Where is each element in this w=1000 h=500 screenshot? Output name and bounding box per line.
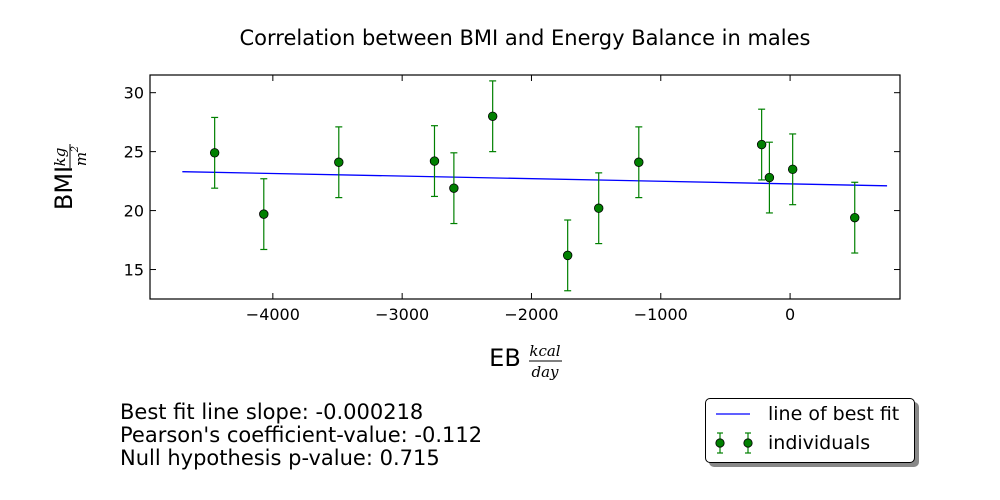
chart-title: Correlation between BMI and Energy Balan… xyxy=(240,26,811,50)
legend-entry-individuals: individuals xyxy=(706,429,914,457)
x-tick-label: −3000 xyxy=(375,305,429,324)
x-tick-label: 0 xyxy=(785,305,795,324)
data-point xyxy=(209,148,220,158)
best-fit-line xyxy=(182,171,888,187)
y-tick-label: 20 xyxy=(124,202,144,221)
legend-label-best-fit: line of best fit xyxy=(768,403,900,425)
x-axis-unit-numerator: kcal xyxy=(529,342,560,360)
y-tick-label: 30 xyxy=(124,84,144,103)
data-point xyxy=(449,183,459,193)
y-axis-unit-power: 2 xyxy=(70,146,81,153)
data-point xyxy=(259,209,269,219)
legend-marker-swatch xyxy=(715,432,753,454)
y-axis-unit-numerator: kg xyxy=(51,148,69,167)
plot-area: −4000 −3000 −2000 −1000 0 15 20 25 30 xyxy=(124,74,901,324)
x-axis-unit-denominator: day xyxy=(531,363,559,381)
data-point xyxy=(562,250,573,261)
slope-text: Best fit line slope: -0.000218 xyxy=(120,400,424,424)
x-tick-label: −2000 xyxy=(504,305,558,324)
legend-entry-best-fit: line of best fit xyxy=(706,400,914,428)
pearson-text: Pearson's coefficient-value: -0.112 xyxy=(120,423,483,447)
y-tick-label: 15 xyxy=(124,261,144,280)
data-point xyxy=(850,212,860,223)
legend-label-individuals: individuals xyxy=(768,432,871,454)
data-point xyxy=(487,111,498,121)
data-point xyxy=(787,164,798,175)
y-axis-label: BMI kg m 2 xyxy=(50,144,90,210)
x-tick-label: −4000 xyxy=(246,305,300,324)
stats-block: Best fit line slope: -0.000218 Pearson's… xyxy=(120,401,482,470)
legend: line of best fit individuals xyxy=(705,398,915,463)
data-point xyxy=(756,139,767,150)
data-point xyxy=(429,156,440,166)
y-axis-unit-denominator: m xyxy=(72,152,90,166)
x-axis-label: EB kcal day xyxy=(489,342,562,381)
data-point xyxy=(764,172,775,183)
x-axis-label-text: EB xyxy=(489,344,521,372)
data-point xyxy=(634,157,644,167)
pvalue-text: Null hypothesis p-value: 0.715 xyxy=(120,446,440,470)
y-tick-label: 25 xyxy=(124,143,144,162)
data-point xyxy=(594,203,604,213)
y-axis-label-text: BMI xyxy=(50,166,78,210)
x-tick-label: −1000 xyxy=(634,305,688,324)
data-point xyxy=(334,157,344,167)
plot-frame xyxy=(149,74,901,300)
legend-line-swatch xyxy=(716,413,750,415)
